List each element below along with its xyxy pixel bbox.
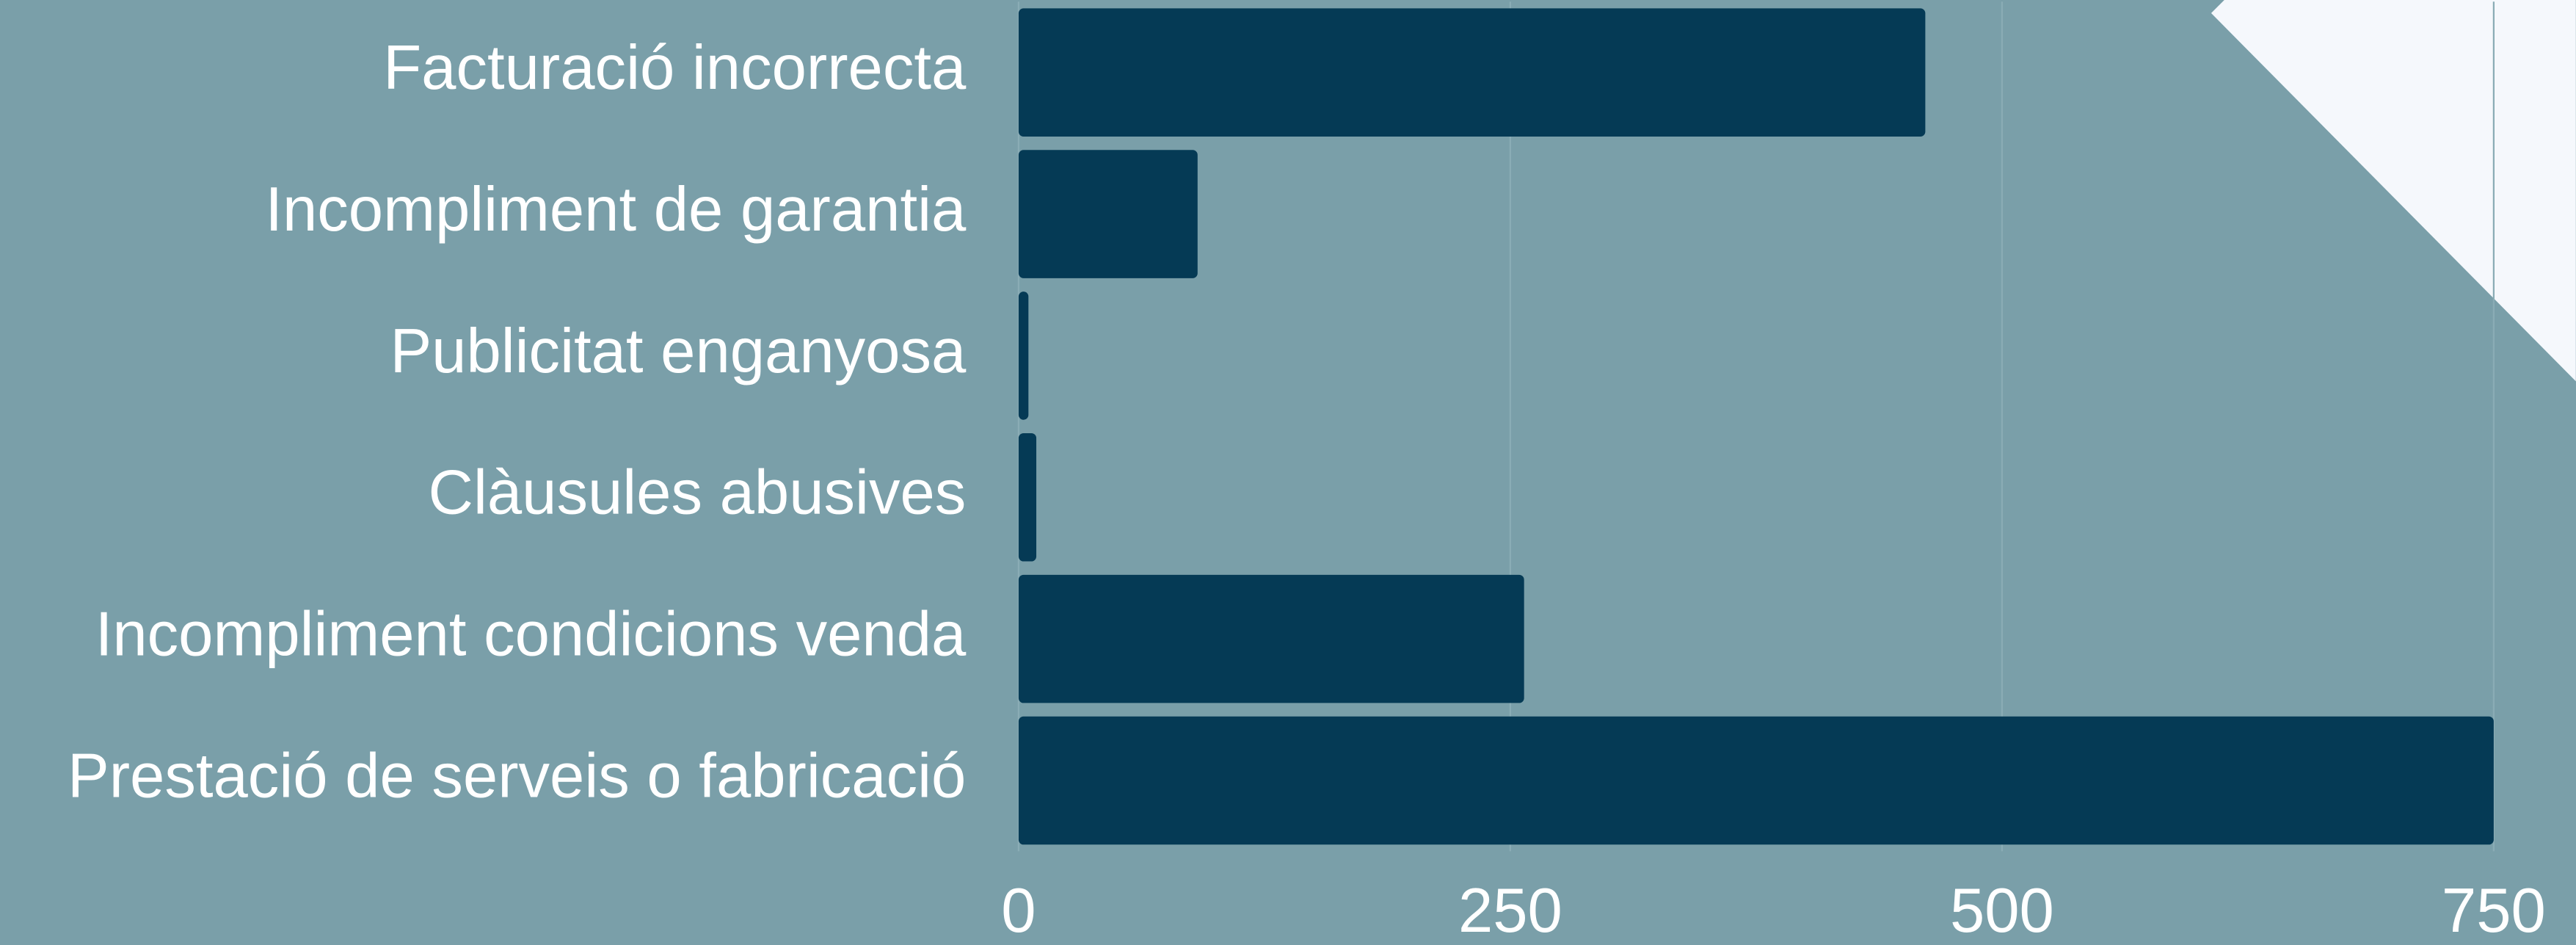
bar bbox=[1018, 432, 1037, 562]
x-tick-label: 750 bbox=[2442, 876, 2546, 945]
bar bbox=[1018, 716, 2494, 845]
y-tick-label: Clàusules abusives bbox=[429, 458, 967, 528]
bar bbox=[1018, 292, 1029, 420]
y-tick-label: Facturació incorrecta bbox=[383, 33, 967, 103]
y-tick-label: Incompliment de garantia bbox=[265, 175, 967, 245]
y-tick-label: Incompliment condicions venda bbox=[95, 600, 967, 670]
x-tick-label: 250 bbox=[1458, 876, 1562, 945]
y-tick-label: Prestació de serveis o fabricació bbox=[68, 741, 966, 811]
bar bbox=[1018, 574, 1524, 703]
bar bbox=[1018, 8, 1926, 137]
x-tick-label: 0 bbox=[1001, 876, 1036, 945]
bar bbox=[1018, 150, 1198, 278]
x-tick-label: 500 bbox=[1950, 876, 2054, 945]
y-tick-label: Publicitat enganyosa bbox=[390, 316, 967, 386]
corner-decoration bbox=[2211, 0, 2576, 382]
